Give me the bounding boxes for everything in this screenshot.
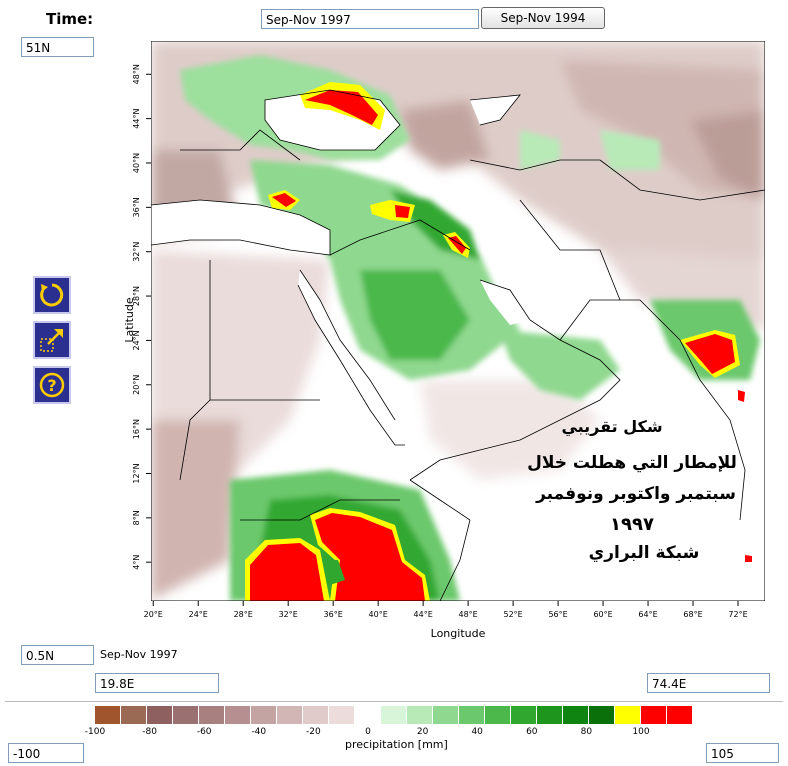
x-tick-label: 36°E: [324, 610, 343, 619]
y-tick-label: 4°N: [132, 555, 141, 570]
x-tick-label: 28°E: [234, 610, 253, 619]
svg-text:?: ?: [47, 376, 56, 395]
colorbar-swatch: [329, 706, 355, 724]
colorbar-swatch: [485, 706, 511, 724]
x-tick-label: 20°E: [144, 610, 163, 619]
colorbar-swatch: [225, 706, 251, 724]
colorbar-swatch: [277, 706, 303, 724]
colorbar-swatch: [511, 706, 537, 724]
time-field[interactable]: Sep-Nov 1997: [261, 9, 479, 29]
colorbar-swatch: [199, 706, 225, 724]
y-tick-label: 48°N: [132, 64, 141, 84]
y-tick-label: 32°N: [132, 242, 141, 262]
lon-max-field[interactable]: 74.4E: [647, 673, 770, 693]
colorbar-ticks: -100 -80 -60 -40 -20 0 20 40 60 80 100: [85, 727, 693, 739]
colorbar-tick-label: -20: [306, 727, 321, 737]
colorbar-swatch: [589, 706, 615, 724]
y-tick-label: 36°N: [132, 197, 141, 217]
colorbar-swatch: [433, 706, 459, 724]
colorbar-swatch: [355, 706, 381, 724]
x-tick-label: 68°E: [683, 610, 702, 619]
colorbar-swatch: [121, 706, 147, 724]
x-tick-label: 52°E: [503, 610, 522, 619]
help-icon: ?: [39, 372, 65, 398]
colorbar-swatch: [563, 706, 589, 724]
refresh-icon: [40, 283, 64, 307]
x-tick-label: 44°E: [414, 610, 433, 619]
annotation-line-3: سبتمبر واكتوبر ونوفمبر: [535, 484, 736, 504]
zoom-button[interactable]: [33, 321, 71, 359]
colorbar-tick-label: -60: [196, 727, 212, 737]
colorbar: [95, 706, 693, 724]
y-tick-label: 24°N: [132, 330, 141, 350]
colorbar-swatch: [95, 706, 121, 724]
y-tick-label: 28°N: [132, 286, 141, 306]
colorbar-swatch: [407, 706, 433, 724]
refresh-button[interactable]: [33, 276, 71, 314]
zoom-icon: [40, 329, 63, 352]
colorbar-tick-label: 100: [632, 727, 650, 737]
colorbar-swatch: [615, 706, 641, 724]
y-axis: 4°N 8°N 12°N 16°N 20°N 24°N 28°N 32°N 36°N 40°N 44…: [132, 64, 151, 570]
colorbar-tick-label: 20: [416, 727, 429, 737]
colorbar-tick-label: -80: [142, 727, 157, 737]
colorbar-tick-label: 0: [365, 727, 371, 737]
annotation-line-2: للإمطار التي هطلت خلال: [527, 453, 737, 473]
x-tick-label: 56°E: [548, 610, 567, 619]
x-tick-label: 72°E: [728, 610, 747, 619]
colorbar-max-field[interactable]: 105: [706, 743, 779, 763]
help-button[interactable]: ?: [33, 366, 71, 404]
y-axis-label: Latitude: [123, 297, 136, 343]
lat-min-field[interactable]: 0.5N: [21, 645, 94, 665]
colorbar-swatch: [147, 706, 173, 724]
y-tick-label: 40°N: [132, 153, 141, 173]
period-text: Sep-Nov 1997: [100, 648, 178, 661]
colorbar-panel: [5, 701, 783, 766]
lat-max-field[interactable]: 51N: [21, 37, 94, 57]
x-tick-label: 24°E: [189, 610, 208, 619]
annotation-line-5: شبكة البراري: [589, 543, 700, 563]
y-tick-label: 20°N: [132, 375, 141, 395]
colorbar-tick-label: 80: [580, 727, 593, 737]
compare-period-button[interactable]: Sep-Nov 1994: [481, 7, 605, 29]
x-tick-label: 64°E: [638, 610, 657, 619]
colorbar-swatch: [381, 706, 407, 724]
colorbar-min-field[interactable]: -100: [8, 743, 84, 763]
colorbar-swatch: [173, 706, 199, 724]
colorbar-label: precipitation [mm]: [345, 738, 448, 751]
map-annotation: شكل تقريبي للإمطار التي هطلت خلال سبتمبر…: [527, 417, 737, 563]
colorbar-swatch: [667, 706, 693, 724]
time-label: Time:: [46, 10, 94, 28]
colorbar-tick-label: -40: [251, 727, 267, 737]
y-tick-label: 16°N: [132, 419, 141, 439]
x-tick-label: 32°E: [279, 610, 298, 619]
annotation-line-4: ١٩٩٧: [610, 514, 654, 535]
colorbar-swatch: [641, 706, 667, 724]
x-tick-label: 48°E: [459, 610, 478, 619]
annotation-line-1: شكل تقريبي: [561, 417, 662, 437]
colorbar-tick-label: 60: [526, 727, 538, 737]
colorbar-swatch: [459, 706, 485, 724]
x-tick-label: 60°E: [593, 610, 612, 619]
x-axis: 20°E 24°E 28°E 32°E 36°E 40°E 44°E 48°E 52°E 56°E…: [144, 601, 748, 619]
y-tick-label: 8°N: [132, 510, 141, 525]
lon-min-field[interactable]: 19.8E: [95, 673, 219, 693]
colorbar-tick-label: -100: [84, 727, 106, 737]
y-tick-label: 12°N: [132, 463, 141, 483]
colorbar-tick-label: 40: [471, 727, 483, 737]
y-tick-label: 44°N: [132, 109, 141, 129]
x-axis-label: Longitude: [431, 627, 486, 640]
x-tick-label: 40°E: [369, 610, 388, 619]
colorbar-swatch: [251, 706, 277, 724]
colorbar-swatch: [303, 706, 329, 724]
colorbar-swatch: [537, 706, 563, 724]
